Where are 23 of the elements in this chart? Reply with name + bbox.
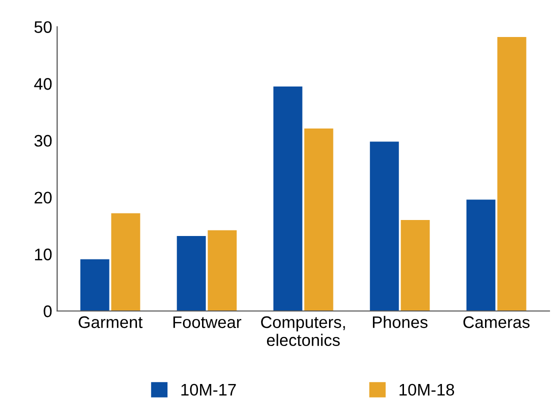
bar <box>466 200 496 311</box>
legend-label: 10M-18 <box>400 384 454 396</box>
y-tick-label: 0 <box>44 305 52 318</box>
y-tick-label: 10 <box>35 248 52 260</box>
y-tick-label: 50 <box>34 21 52 33</box>
y-tick-label: 20 <box>34 192 52 204</box>
x-tick-label: Garment <box>78 316 143 328</box>
x-tick-label: Footwear <box>173 316 242 328</box>
bar <box>80 259 110 311</box>
bar <box>400 220 430 311</box>
bar <box>497 37 526 311</box>
bar <box>208 230 237 311</box>
y-tick-label: 30 <box>34 134 52 147</box>
x-tick-label: Computers, electonics <box>261 316 345 346</box>
y-tick-label: 40 <box>34 78 52 90</box>
legend-label: 10M-17 <box>181 384 236 396</box>
x-tick-label: Cameras <box>463 316 530 328</box>
bar <box>111 213 140 311</box>
bar <box>304 128 334 311</box>
bar <box>370 142 399 311</box>
bar <box>273 86 302 311</box>
bar <box>176 236 206 311</box>
x-tick-label: Phones <box>372 316 428 328</box>
